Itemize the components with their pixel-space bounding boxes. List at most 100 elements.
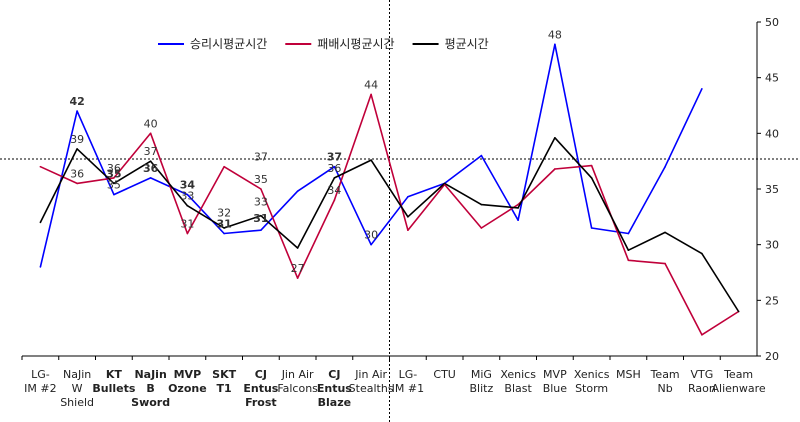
x-tick-label-line: Jin Air (354, 368, 387, 381)
data-point (149, 160, 152, 162)
data-point (113, 177, 115, 179)
data-point (333, 165, 336, 168)
x-tick-label-line: NaJin (134, 368, 166, 381)
data-point (480, 154, 483, 157)
legend-label-1: 승리시평균시간 (190, 37, 267, 51)
data-point (627, 249, 630, 252)
x-tick-label: MVP Blue (543, 368, 568, 395)
data-point (39, 165, 42, 168)
x-tick-label: MSH (616, 368, 641, 381)
x-tick-label: CJ Entus Blaze (317, 368, 352, 409)
x-tick-label-line: Blaze (318, 396, 351, 409)
data-point (517, 203, 519, 206)
x-tick-label-line: Shield (60, 396, 94, 409)
x-tick-label-line: IM #2 (24, 382, 56, 395)
x-tick-label: Jin Air Falcons (277, 368, 318, 395)
x-tick-label-line: VTG (690, 368, 713, 381)
data-label: 37 (144, 145, 158, 158)
x-tick-label-line: MiG (471, 368, 492, 381)
x-tick-label-line: W (72, 382, 83, 395)
data-point (39, 221, 42, 224)
data-point (664, 262, 666, 265)
data-point (590, 177, 593, 179)
data-point (186, 232, 189, 235)
x-tick-label: Xenics Blast (500, 368, 536, 395)
data-point (113, 193, 115, 196)
data-label: 31 (253, 212, 268, 225)
data-point (407, 216, 409, 218)
y-tick-label: 30 (765, 239, 779, 252)
data-label: 33 (180, 190, 194, 203)
x-tick-label-line: LG- (399, 368, 418, 381)
data-label: 48 (548, 28, 562, 41)
x-tick-label-line: Entus (243, 382, 278, 395)
data-point (554, 168, 556, 170)
x-tick-label-line: Raon (688, 382, 716, 395)
x-tick-label-line: LG- (31, 368, 50, 381)
x-tick-label-line: Jin Air (281, 368, 314, 381)
data-label: 33 (254, 195, 268, 208)
data-point (76, 110, 78, 112)
data-label: 40 (144, 117, 158, 130)
x-tick-label-line: Stealths (349, 382, 394, 395)
x-tick-label: MiG Blitz (470, 368, 494, 395)
data-point (223, 165, 225, 168)
data-point (701, 334, 703, 336)
data-label: 30 (364, 229, 378, 242)
x-tick-label-line: IM #1 (392, 382, 424, 395)
series-line-3 (39, 137, 740, 312)
data-point (443, 183, 446, 186)
data-point (590, 227, 593, 229)
data-label: 35 (254, 173, 268, 186)
x-tick-label-line: Nb (658, 382, 673, 395)
data-point (260, 188, 262, 190)
data-point (407, 229, 409, 231)
data-label: 35 (106, 167, 121, 180)
x-tick-label-line: Entus (317, 382, 352, 395)
legend-label-2: 패배시평균시간 (317, 37, 394, 51)
data-label: 36 (107, 162, 121, 175)
x-tick-label-line: Sword (131, 396, 170, 409)
data-point (223, 232, 225, 235)
x-tick-label-line: NaJin (63, 368, 91, 381)
data-point (76, 148, 78, 150)
data-point (627, 232, 630, 235)
series-lines (39, 43, 740, 336)
x-tick-label-line: Storm (575, 382, 608, 395)
x-tick-label-line: T1 (217, 382, 232, 395)
data-point (39, 266, 42, 268)
x-tick-label-line: Blast (504, 382, 532, 395)
x-tick-label: SKT T1 (212, 368, 236, 395)
data-label: 34 (180, 179, 196, 192)
y-tick-label: 45 (765, 72, 779, 85)
data-point (590, 164, 593, 167)
x-tick-label-line: MSH (616, 368, 641, 381)
data-point (223, 227, 225, 229)
data-point (260, 214, 262, 217)
y-tick-label: 35 (765, 183, 779, 196)
data-point (480, 203, 483, 206)
data-point (443, 182, 446, 185)
x-tick-label-line: Falcons (277, 382, 318, 395)
x-tick-label-line: SKT (212, 368, 236, 381)
x-tick-label-line: MVP (174, 368, 202, 381)
line-markers (39, 43, 740, 336)
x-tick-label: KT Bullets (92, 368, 135, 395)
data-point (296, 190, 299, 193)
x-tick-label-line: Ozone (168, 382, 207, 395)
data-point (186, 204, 189, 207)
data-point (480, 227, 483, 229)
data-label: 31 (180, 218, 194, 231)
data-point (554, 43, 556, 46)
x-tick-label-line: KT (106, 368, 123, 381)
data-point (113, 182, 115, 185)
x-tick-label: LG-IM #1 (392, 368, 424, 395)
data-label: 39 (70, 133, 84, 146)
x-tick-label-line: Bullets (92, 382, 135, 395)
data-label: 35 (107, 179, 121, 192)
